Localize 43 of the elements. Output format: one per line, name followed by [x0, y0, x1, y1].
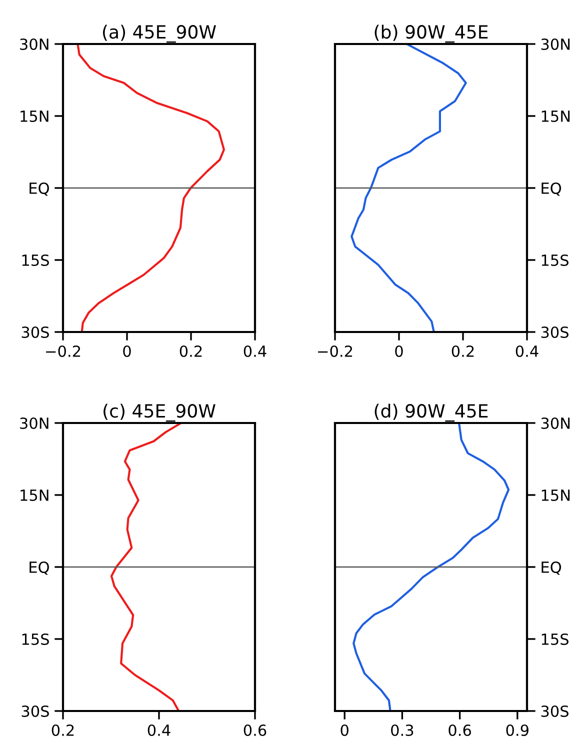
y-tick-label: EQ: [30, 561, 49, 575]
x-tick-label: 0.4: [148, 724, 170, 736]
y-tick-label: 15N: [542, 490, 570, 502]
y-tick-label: 30S: [541, 326, 568, 338]
x-tick-label: −0.2: [318, 345, 352, 358]
x-tick-label: 0.2: [52, 724, 74, 736]
x-tick-label: 0: [123, 345, 131, 358]
y-tick-label: EQ: [542, 561, 562, 575]
x-tick-label: 0.4: [516, 345, 538, 358]
y-tick-label: 15N: [542, 110, 570, 122]
y-tick-label: 15S: [22, 633, 49, 646]
chart-title: (b) 90W_45E: [374, 24, 488, 43]
y-tick-label: 15S: [542, 254, 568, 266]
line-series: [76, 44, 226, 332]
x-tick-label: 0.6: [244, 724, 266, 736]
y-tick-label: 15N: [20, 490, 48, 502]
chart-title: (d) 90W_45E: [374, 404, 488, 422]
y-tick-label: 30S: [541, 705, 568, 718]
y-tick-label: 30S: [22, 705, 49, 718]
line-series: [350, 44, 467, 332]
line-series: [352, 423, 510, 711]
chart-title: (c) 45E_90W: [104, 404, 216, 422]
chart-title: (a) 45E_90W: [102, 24, 216, 43]
x-tick-label: 0.6: [448, 724, 471, 736]
x-tick-label: 0.4: [244, 345, 266, 358]
y-tick-label: 30N: [20, 38, 48, 50]
x-tick-label: 0: [395, 345, 403, 358]
x-tick-label: 0.2: [180, 345, 202, 358]
y-tick-label: 30N: [541, 38, 570, 50]
x-tick-label: 0: [340, 724, 348, 736]
x-tick-label: 0.9: [506, 724, 528, 736]
x-tick-label: 0.2: [452, 345, 474, 358]
y-tick-label: 30N: [20, 417, 48, 430]
y-tick-label: EQ: [30, 182, 49, 196]
x-tick-label: 0.3: [391, 724, 414, 736]
x-tick-label: −0.2: [46, 345, 80, 358]
y-tick-label: 15S: [22, 254, 49, 266]
y-tick-label: 15S: [542, 633, 568, 646]
line-series: [110, 423, 182, 711]
y-tick-label: 15N: [20, 110, 48, 122]
y-tick-label: 30S: [22, 326, 49, 338]
y-tick-label: EQ: [542, 182, 562, 196]
y-tick-label: 30N: [541, 417, 570, 430]
